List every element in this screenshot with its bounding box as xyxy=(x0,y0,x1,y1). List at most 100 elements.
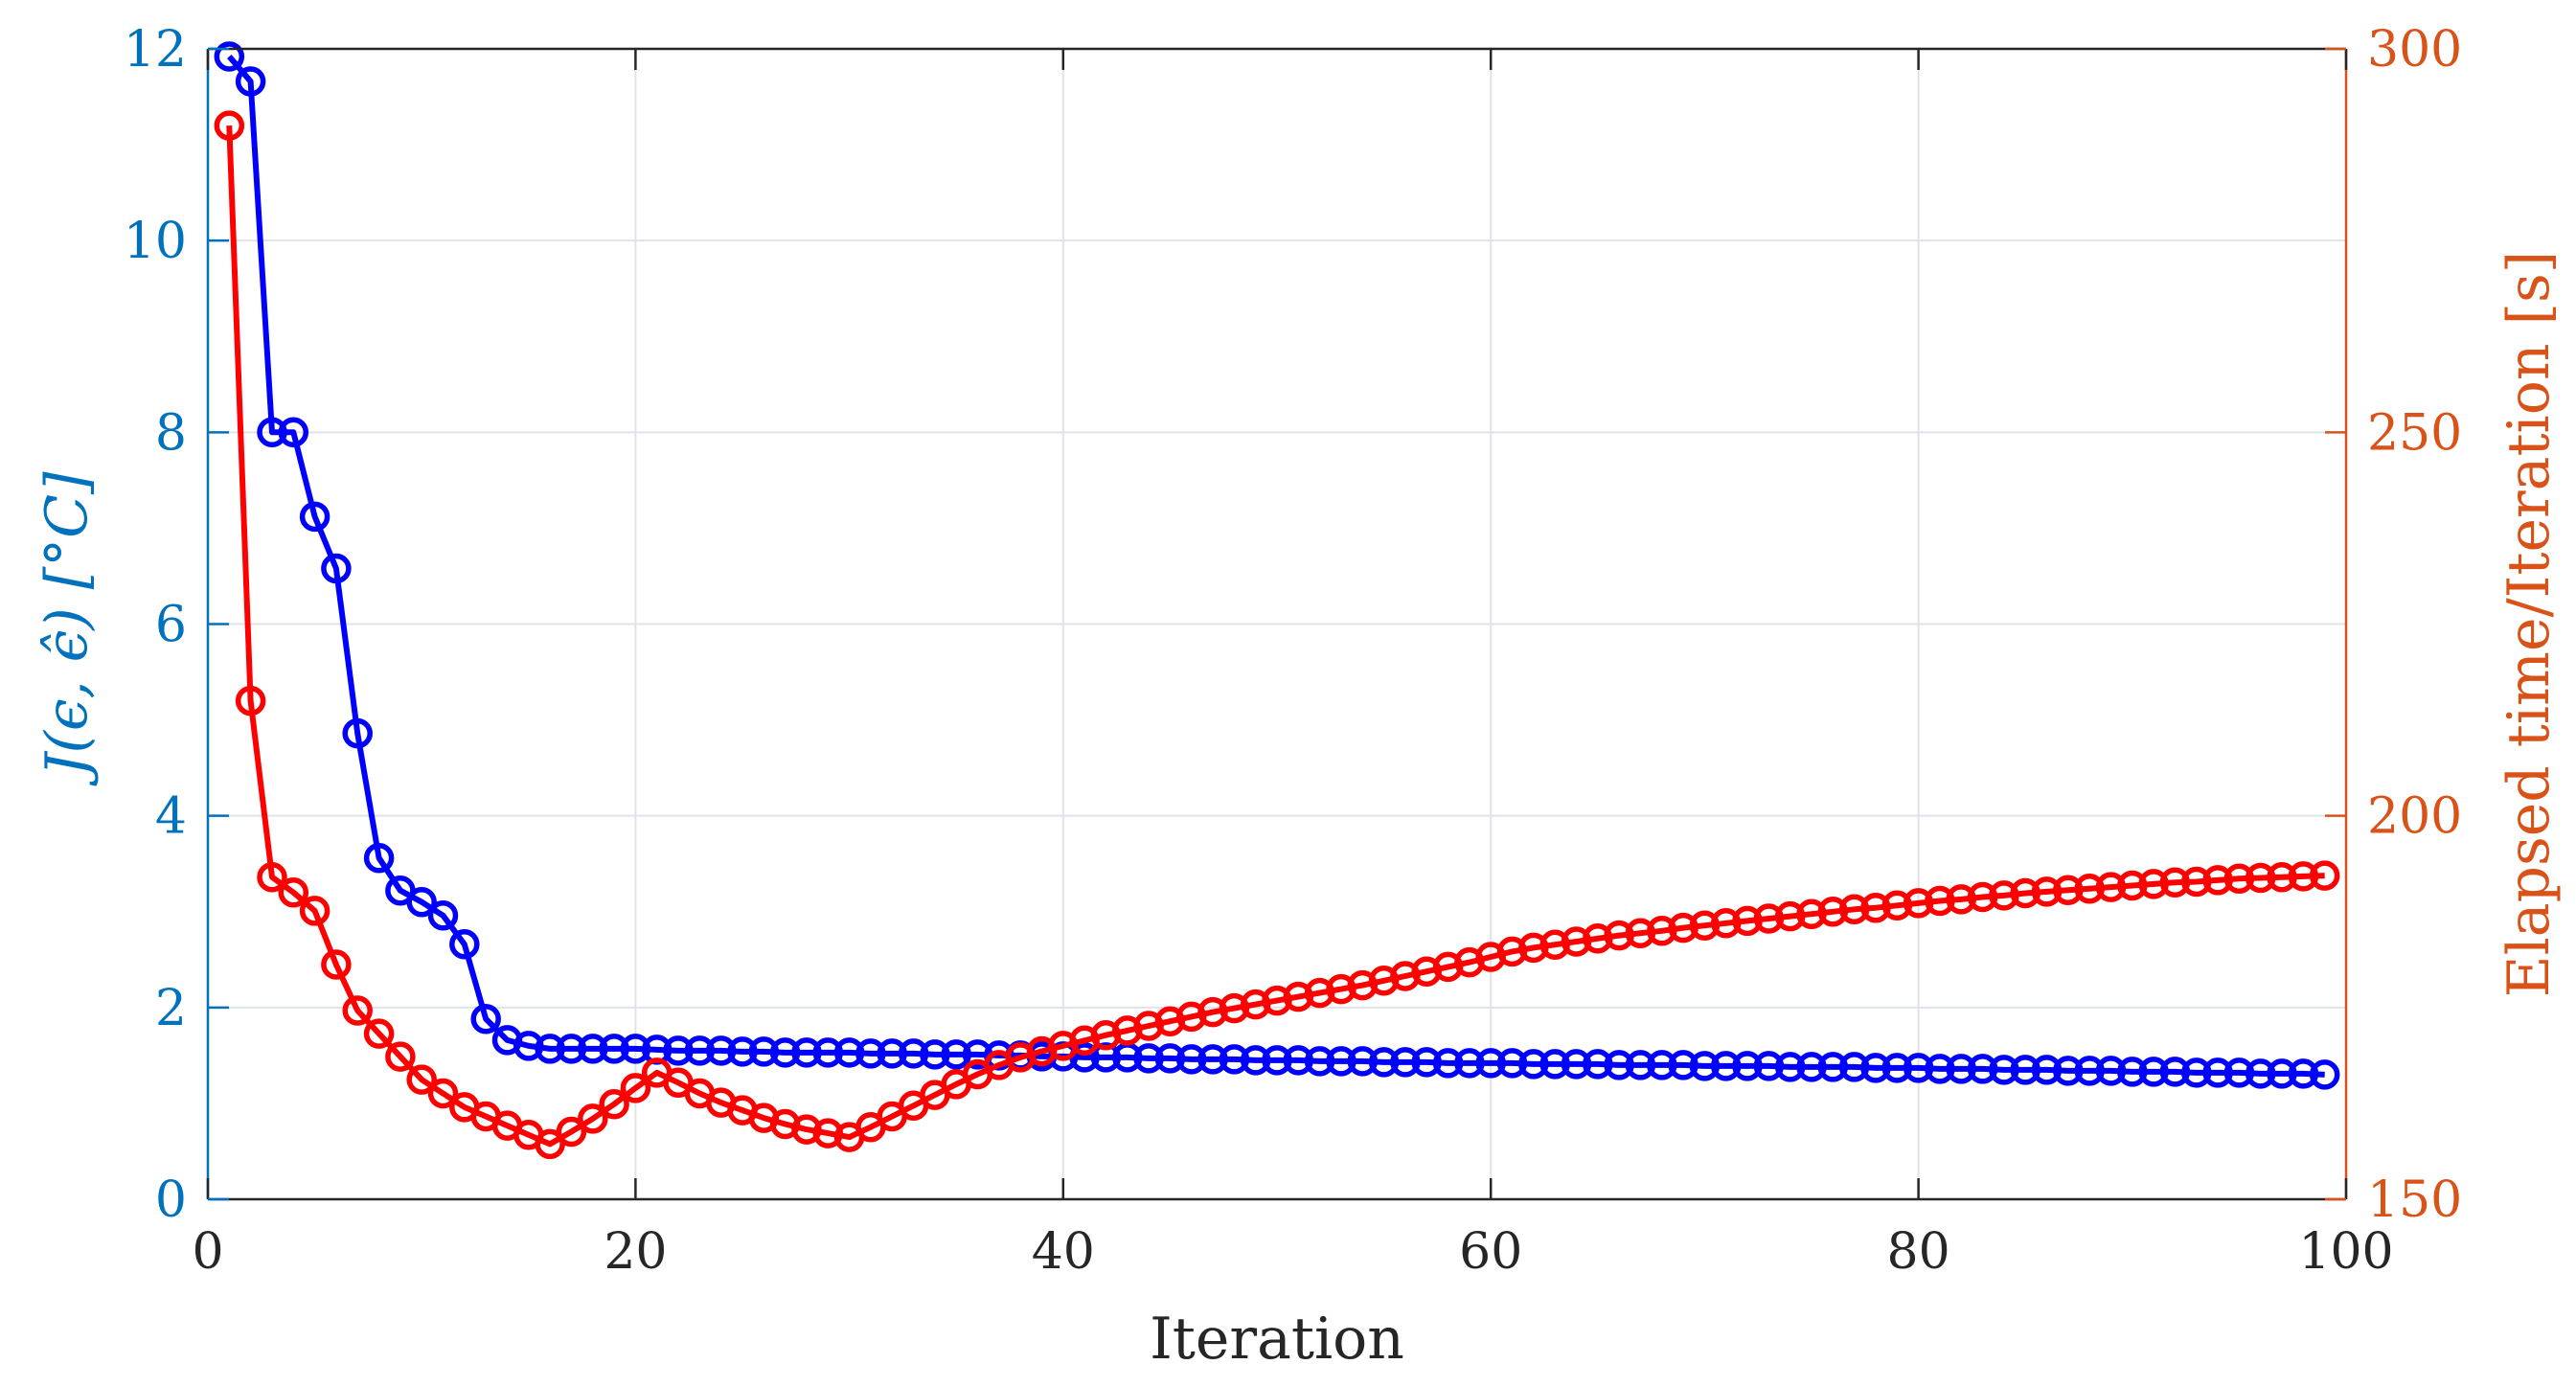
data-point-left xyxy=(599,1034,629,1064)
data-point-left xyxy=(833,1037,865,1068)
y-left-tick-label: 0 xyxy=(155,1171,187,1229)
y-axis-right-label: Elapsed time/Iteration [s] xyxy=(2496,251,2563,997)
data-point-left xyxy=(727,1036,758,1067)
data-point-right xyxy=(342,995,373,1026)
data-point-left xyxy=(1796,1052,1827,1082)
data-point-left xyxy=(1967,1054,1998,1084)
data-point-right xyxy=(1496,936,1528,967)
y-left-tick-label: 2 xyxy=(155,980,187,1037)
data-point-left xyxy=(2117,1057,2148,1087)
data-point-right xyxy=(2267,861,2297,893)
data-point-left xyxy=(2031,1055,2063,1085)
data-point-left xyxy=(1454,1048,1485,1079)
data-point-right xyxy=(1817,897,1849,927)
data-point-right xyxy=(1732,905,1763,937)
data-point-left xyxy=(1774,1052,1806,1082)
data-point-right xyxy=(2181,866,2212,898)
data-point-left xyxy=(1561,1049,1592,1080)
data-point-right xyxy=(385,1041,416,1072)
data-point-right xyxy=(2117,870,2148,901)
data-point-left xyxy=(578,1034,608,1064)
data-point-left xyxy=(1154,1043,1186,1074)
data-point-left xyxy=(920,1039,950,1070)
data-point-left xyxy=(406,886,437,918)
data-point-left xyxy=(321,553,352,584)
data-point-left xyxy=(1390,1047,1421,1078)
y-left-tick-label: 8 xyxy=(155,404,187,462)
data-point-left xyxy=(1368,1047,1400,1078)
data-point-left xyxy=(1496,1048,1528,1079)
data-point-left xyxy=(1475,1048,1506,1079)
data-point-left xyxy=(1304,1046,1335,1077)
data-point-right xyxy=(1774,900,1806,932)
data-point-left xyxy=(2053,1056,2084,1086)
data-point-right xyxy=(2223,863,2255,895)
data-point-left xyxy=(2267,1058,2297,1089)
series-layer xyxy=(214,41,2340,1160)
y-axis-left-label: J(ϵ, ϵ̂) [°C] xyxy=(34,471,101,787)
data-point-left xyxy=(2245,1058,2276,1089)
data-point-left xyxy=(898,1038,929,1069)
data-point-left xyxy=(1989,1055,2019,1085)
data-point-left xyxy=(941,1039,971,1070)
data-point-right xyxy=(1304,977,1335,1009)
data-point-right xyxy=(1604,920,1634,951)
data-point-left xyxy=(2202,1057,2233,1088)
data-point-left xyxy=(342,717,373,749)
data-point-left xyxy=(1946,1054,1976,1084)
data-point-left xyxy=(663,1035,694,1066)
data-point-right xyxy=(1561,926,1592,957)
data-point-left xyxy=(1283,1045,1314,1076)
data-point-right xyxy=(1838,894,1870,925)
tick-labels: 0 20 40 60 80 100 0 2 4 6 8 10 12 150 200 250 300 xyxy=(124,21,2462,1281)
data-point-right xyxy=(1967,881,1998,913)
data-point-right xyxy=(812,1118,844,1148)
data-point-left xyxy=(2159,1057,2191,1087)
data-point-left xyxy=(1732,1051,1763,1081)
data-point-left xyxy=(877,1038,907,1069)
data-point-left xyxy=(1539,1049,1570,1080)
data-point-right xyxy=(2245,862,2276,894)
y-right-tick-label: 200 xyxy=(2367,788,2462,846)
x-tick-label: 60 xyxy=(1459,1223,1522,1281)
data-point-left xyxy=(1411,1047,1442,1078)
data-point-left xyxy=(257,417,287,448)
data-point-right xyxy=(321,949,352,980)
data-point-left xyxy=(2010,1055,2040,1085)
data-point-left xyxy=(2138,1057,2169,1087)
data-point-left xyxy=(235,66,266,97)
data-point-right xyxy=(2202,865,2233,896)
data-point-left xyxy=(1262,1045,1292,1076)
data-point-right xyxy=(791,1114,822,1145)
plot-box xyxy=(206,47,2348,1201)
data-point-right xyxy=(1796,898,1827,929)
data-point-left xyxy=(449,929,480,960)
data-point-left xyxy=(278,417,309,448)
x-axis-label: Iteration xyxy=(1150,1306,1404,1373)
data-point-left xyxy=(1710,1051,1742,1081)
data-point-left xyxy=(1838,1052,1870,1082)
data-point-left xyxy=(513,1031,544,1061)
data-point-left xyxy=(1903,1053,1934,1083)
data-point-right xyxy=(2053,875,2084,906)
data-point-left xyxy=(1689,1051,1721,1081)
data-point-left xyxy=(535,1034,565,1064)
data-point-left xyxy=(1925,1054,1955,1084)
data-point-right xyxy=(620,1073,651,1103)
data-point-right xyxy=(2031,876,2063,907)
data-point-right xyxy=(1539,929,1570,960)
data-point-left xyxy=(214,41,245,72)
data-point-right xyxy=(363,1018,395,1049)
data-point-right xyxy=(257,861,287,893)
data-point-right xyxy=(1903,888,1934,919)
data-point-right xyxy=(2309,860,2340,891)
data-point-left xyxy=(812,1037,844,1068)
data-point-right xyxy=(1989,880,2019,911)
data-point-right xyxy=(1881,890,1913,921)
data-point-left xyxy=(556,1034,587,1064)
data-point-left xyxy=(1647,1050,1677,1080)
y-left-tick-label: 6 xyxy=(155,597,187,654)
data-point-left xyxy=(620,1034,651,1064)
y-right-tick-label: 250 xyxy=(2367,404,2462,462)
x-tick-label: 80 xyxy=(1887,1223,1950,1281)
